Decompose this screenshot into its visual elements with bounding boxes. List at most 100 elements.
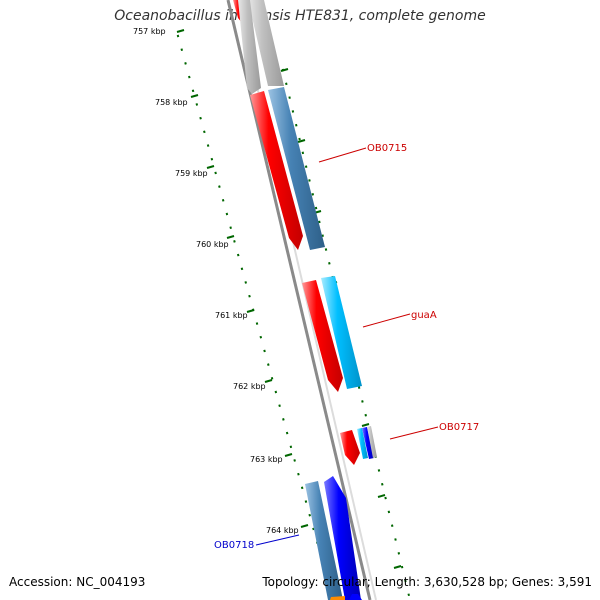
major-tick <box>226 235 235 239</box>
major-tick <box>206 165 215 169</box>
minor-tick <box>328 262 331 265</box>
minor-tick <box>240 267 244 271</box>
minor-tick-marks <box>176 34 410 599</box>
minor-tick <box>407 593 410 597</box>
minor-tick <box>298 137 301 141</box>
minor-tick <box>397 552 401 555</box>
cds-feature-skyblue <box>357 428 368 459</box>
feature-track-group <box>233 0 377 600</box>
genome-summary-text: Topology: circular; Length: 3,630,528 bp… <box>262 575 592 589</box>
cds-feature-steelblue <box>305 481 343 600</box>
genome-title: Oceanobacillus iheyensis HTE831, complet… <box>114 8 486 24</box>
minor-tick <box>259 335 263 339</box>
minor-tick <box>291 110 295 113</box>
minor-tick <box>221 198 225 202</box>
minor-tick <box>357 386 361 389</box>
minor-tick <box>195 103 199 106</box>
minor-tick <box>384 496 387 500</box>
gene-label-ob0717[interactable]: OB0717 <box>439 422 479 433</box>
minor-tick <box>255 322 259 325</box>
gene-label-guaa[interactable]: guaA <box>411 310 437 321</box>
minor-tick <box>295 123 298 127</box>
minor-tick <box>364 413 367 417</box>
minor-tick <box>321 234 324 238</box>
cds-feature-red <box>250 91 303 250</box>
minor-tick <box>285 82 288 86</box>
minor-tick <box>210 157 214 161</box>
kbp-label: 762 kbp <box>233 382 266 391</box>
gene-label-ob0715[interactable]: OB0715 <box>367 143 407 154</box>
cds-feature-steelblue <box>268 87 325 250</box>
major-tick <box>361 423 370 427</box>
kbp-label: 761 kbp <box>215 311 248 320</box>
gene-label-ob0718[interactable]: OB0718 <box>214 540 254 551</box>
major-tick <box>190 94 199 98</box>
minor-tick <box>400 565 404 569</box>
minor-tick <box>387 510 391 514</box>
minor-tick <box>206 144 210 147</box>
minor-tick <box>300 486 304 490</box>
minor-tick <box>270 376 274 380</box>
minor-tick <box>218 185 221 188</box>
minor-tick <box>304 165 308 168</box>
minor-tick <box>390 524 394 528</box>
minor-tick <box>308 179 311 182</box>
minor-tick <box>214 171 217 175</box>
cds-feature-gray <box>248 0 284 86</box>
minor-tick <box>301 151 305 155</box>
minor-tick <box>176 34 180 38</box>
minor-tick <box>288 96 291 99</box>
gene-label-leader-line <box>318 147 367 163</box>
minor-tick <box>278 404 281 408</box>
minor-tick <box>244 281 247 284</box>
minor-tick <box>233 240 236 243</box>
minor-tick <box>282 418 285 421</box>
cds-feature-gray <box>238 0 261 94</box>
gene-label-leader-line <box>255 534 300 546</box>
cds-feature-skyblue <box>321 276 362 389</box>
minor-tick <box>225 212 229 216</box>
minor-tick <box>304 500 308 503</box>
minor-tick <box>377 469 381 472</box>
minor-tick <box>381 482 384 486</box>
major-tick <box>297 139 306 143</box>
minor-tick <box>404 579 407 583</box>
kbp-label-group: 757 kbp 758 kbp 759 kbp 760 kbp 761 kbp … <box>133 27 299 535</box>
major-tick <box>246 309 255 313</box>
minor-tick <box>203 130 206 134</box>
minor-tick <box>191 89 195 93</box>
major-tick <box>264 379 273 383</box>
minor-tick <box>311 192 315 196</box>
cds-feature-red <box>302 280 343 392</box>
minor-tick <box>180 48 184 52</box>
kbp-label: 759 kbp <box>175 169 208 178</box>
major-tick <box>176 29 185 33</box>
minor-tick <box>361 400 364 403</box>
minor-tick <box>267 363 270 366</box>
accession-text: Accession: NC_004193 <box>9 575 146 589</box>
minor-tick <box>289 445 293 449</box>
minor-tick <box>293 459 296 462</box>
kbp-label: 763 kbp <box>250 455 283 464</box>
gene-label-leader-line <box>389 426 439 440</box>
kbp-label: 758 kbp <box>155 98 188 107</box>
minor-tick <box>199 116 202 120</box>
minor-tick <box>188 75 191 79</box>
major-tick <box>393 565 402 569</box>
major-tick <box>300 524 309 528</box>
gene-label-leader-line <box>362 313 411 328</box>
minor-tick <box>312 527 315 531</box>
kbp-label: 760 kbp <box>196 240 229 249</box>
kbp-label: 764 kbp <box>266 526 299 535</box>
cds-feature-blue <box>324 476 361 600</box>
minor-tick <box>184 62 187 65</box>
minor-tick <box>318 220 321 224</box>
cds-feature-red <box>340 430 360 465</box>
major-tick <box>284 453 293 457</box>
kbp-label: 757 kbp <box>133 27 166 36</box>
minor-tick <box>248 294 251 298</box>
major-tick <box>377 494 386 498</box>
minor-tick <box>236 253 240 257</box>
major-tick <box>280 68 289 72</box>
